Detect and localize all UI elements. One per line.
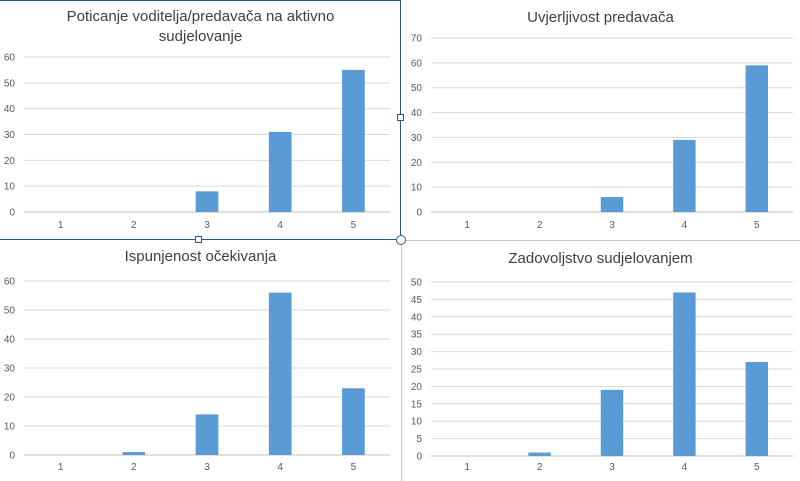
bar[interactable] [122, 452, 146, 455]
x-tick-label: 3 [609, 220, 615, 231]
x-tick-label: 1 [464, 462, 470, 473]
x-tick-label: 2 [537, 462, 543, 473]
y-tick-label: 45 [411, 295, 423, 306]
x-tick-label: 3 [609, 462, 615, 473]
y-tick-label: 35 [411, 330, 423, 341]
x-tick-label: 3 [204, 462, 210, 473]
y-tick-label: 15 [411, 399, 423, 410]
x-tick-label: 4 [682, 220, 688, 231]
y-tick-label: 40 [411, 312, 423, 323]
chart-title-line: Poticanje voditelja/predavača na aktivno [67, 8, 335, 25]
bar[interactable] [528, 452, 551, 456]
y-tick-label: 0 [416, 452, 422, 463]
y-tick-label: 30 [4, 364, 16, 375]
bar[interactable] [600, 197, 624, 212]
bar[interactable] [673, 139, 696, 212]
y-tick-label: 30 [411, 133, 423, 144]
y-tick-label: 20 [4, 393, 16, 404]
y-tick-label: 0 [9, 451, 15, 462]
y-tick-label: 60 [411, 58, 423, 69]
bar[interactable] [342, 388, 365, 455]
x-tick-label: 2 [131, 220, 137, 231]
y-tick-label: 10 [4, 182, 16, 193]
chart-panel-uvjerljivost[interactable]: Uvjerljivost predavača 0 10 20 30 40 50 60 70 1 2 3… [401, 0, 800, 240]
y-tick-label: 70 [411, 34, 423, 45]
y-tick-label: 40 [4, 104, 16, 115]
y-tick-label: 30 [411, 347, 423, 358]
chart-uvjerljivost: Uvjerljivost predavača 0 10 20 30 40 50 60 70 1 2 3… [411, 9, 793, 231]
y-tick-label: 60 [4, 277, 16, 288]
resize-handle-corner[interactable] [396, 235, 406, 245]
resize-handle-right[interactable] [397, 114, 404, 121]
selection-border-top [0, 0, 401, 1]
chart-panel-poticanje[interactable]: Poticanje voditelja/predavača na aktivno… [0, 0, 401, 240]
x-tick-label: 1 [58, 462, 64, 473]
chart-panel-zadovoljstvo[interactable]: Zadovoljstvo sudjelovanjem 0 5 10 15 20 25 30 35… [401, 241, 800, 481]
y-tick-label: 20 [4, 156, 16, 167]
y-tick-label: 50 [411, 278, 423, 289]
chart-title-line: Uvjerljivost predavača [527, 9, 674, 26]
y-tick-label: 10 [411, 183, 423, 194]
y-tick-label: 20 [411, 382, 423, 393]
bar[interactable] [268, 292, 292, 455]
y-tick-label: 50 [4, 78, 16, 89]
chart-title-line: Zadovoljstvo sudjelovanjem [508, 250, 692, 267]
x-tick-label: 5 [754, 220, 760, 231]
y-tick-label: 40 [411, 108, 423, 119]
y-tick-label: 10 [411, 417, 423, 428]
y-tick-label: 0 [9, 208, 15, 219]
bar[interactable] [745, 65, 769, 212]
x-tick-label: 3 [204, 220, 210, 231]
x-tick-label: 2 [131, 462, 137, 473]
x-tick-label: 1 [464, 220, 470, 231]
y-tick-label: 0 [416, 208, 422, 219]
bar[interactable] [600, 389, 624, 456]
y-tick-label: 20 [411, 158, 423, 169]
y-tick-label: 10 [4, 422, 16, 433]
x-tick-label: 5 [351, 462, 357, 473]
chart-panel-ispunjenost[interactable]: Ispunjenost očekivanja 0 10 20 30 40 50 60 1 2 3 4 5 [0, 241, 401, 481]
chart-zadovoljstvo: Zadovoljstvo sudjelovanjem05101520253035… [411, 250, 793, 473]
x-tick-label: 4 [277, 462, 283, 473]
y-tick-label: 30 [4, 130, 16, 141]
y-tick-label: 50 [411, 83, 423, 94]
chart-ispunjenost: Ispunjenost očekivanja 0 10 20 30 40 50 60 1 2 3 4 5 [4, 248, 390, 473]
chart-title-line: Ispunjenost očekivanja [125, 248, 277, 265]
bar[interactable] [268, 131, 292, 212]
x-tick-label: 4 [277, 220, 283, 231]
bar[interactable] [745, 362, 769, 456]
horizontal-divider [405, 240, 800, 241]
bar[interactable] [195, 191, 219, 212]
x-tick-label: 2 [537, 220, 543, 231]
bar[interactable] [673, 292, 696, 456]
vertical-divider [401, 240, 402, 481]
chart-title-line: sudjelovanje [159, 28, 242, 45]
y-tick-label: 50 [4, 306, 16, 317]
bar[interactable] [195, 414, 219, 455]
y-tick-label: 40 [4, 335, 16, 346]
x-tick-label: 4 [682, 462, 688, 473]
bar[interactable] [342, 69, 365, 213]
y-tick-label: 60 [4, 53, 16, 64]
x-tick-label: 5 [351, 220, 357, 231]
x-tick-label: 1 [58, 220, 64, 231]
y-tick-label: 5 [416, 434, 422, 445]
x-tick-label: 5 [754, 462, 760, 473]
resize-handle-bottom[interactable] [195, 236, 202, 243]
chart-poticanje: Poticanje voditelja/predavača na aktivno… [4, 8, 390, 231]
y-tick-label: 25 [411, 365, 423, 376]
